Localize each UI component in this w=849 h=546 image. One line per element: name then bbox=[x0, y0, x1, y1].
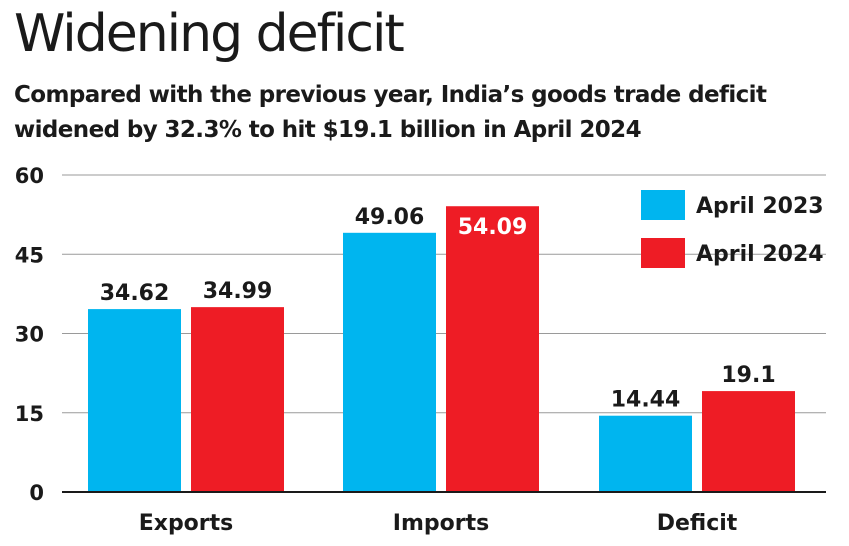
x-tick-label: Deficit bbox=[657, 511, 738, 536]
chart-subtitle: Compared with the previous year, India’s… bbox=[14, 82, 767, 143]
data-label: 19.1 bbox=[721, 363, 775, 388]
data-label: 49.06 bbox=[355, 205, 425, 230]
bar bbox=[599, 415, 692, 492]
x-tick-label: Imports bbox=[393, 511, 489, 536]
data-label: 54.09 bbox=[458, 215, 528, 240]
y-tick-label: 60 bbox=[15, 164, 44, 188]
data-label: 14.44 bbox=[611, 388, 681, 413]
chart-title: Widening deficit bbox=[14, 4, 405, 64]
y-axis: 0 15 30 45 60 bbox=[15, 164, 44, 505]
bars bbox=[88, 206, 795, 493]
legend-swatch bbox=[641, 238, 685, 268]
x-tick-label: Exports bbox=[139, 511, 234, 536]
y-tick-label: 45 bbox=[15, 243, 44, 267]
y-tick-label: 0 bbox=[29, 481, 44, 505]
legend-label: April 2024 bbox=[696, 242, 824, 267]
gridlines bbox=[62, 174, 826, 414]
legend-label: April 2023 bbox=[696, 194, 824, 219]
data-label: 34.62 bbox=[100, 281, 170, 306]
y-tick-label: 15 bbox=[15, 402, 44, 426]
data-labels: 34.62 49.06 14.44 34.99 54.09 19.1 bbox=[100, 205, 776, 413]
bar bbox=[343, 232, 436, 492]
bar bbox=[191, 307, 284, 492]
bar bbox=[88, 309, 181, 492]
data-label: 34.99 bbox=[203, 279, 273, 304]
legend: April 2023 April 2024 bbox=[641, 190, 824, 268]
bar bbox=[702, 391, 795, 492]
bar bbox=[446, 206, 539, 493]
legend-swatch bbox=[641, 190, 685, 220]
x-axis: Exports Imports Deficit bbox=[62, 491, 826, 536]
y-tick-label: 30 bbox=[15, 323, 44, 347]
